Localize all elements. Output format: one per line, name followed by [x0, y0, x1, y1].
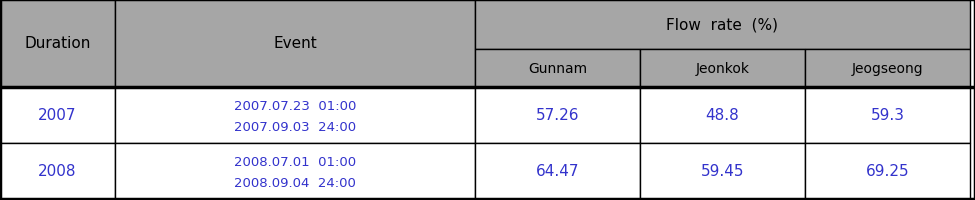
Text: Duration: Duration — [24, 36, 91, 51]
Bar — [475, 143, 640, 199]
Text: 2007: 2007 — [38, 108, 77, 123]
Text: 64.47: 64.47 — [535, 164, 579, 179]
Text: Jeogseong: Jeogseong — [852, 62, 923, 76]
Bar — [115, 88, 475, 143]
Bar — [0, 143, 115, 199]
Bar — [640, 50, 805, 88]
Bar — [805, 88, 970, 143]
Text: Gunnam: Gunnam — [527, 62, 587, 76]
Bar — [475, 50, 640, 88]
Bar — [475, 0, 970, 50]
Text: 2007.09.03  24:00: 2007.09.03 24:00 — [234, 120, 356, 133]
Text: 2008: 2008 — [38, 164, 77, 179]
Text: Jeonkok: Jeonkok — [695, 62, 750, 76]
Text: 2008.07.01  01:00: 2008.07.01 01:00 — [234, 155, 356, 168]
Text: 48.8: 48.8 — [706, 108, 739, 123]
Text: 2007.07.23  01:00: 2007.07.23 01:00 — [234, 99, 356, 112]
Text: 69.25: 69.25 — [866, 164, 910, 179]
Text: 59.45: 59.45 — [701, 164, 744, 179]
Text: Event: Event — [273, 36, 317, 51]
Text: Flow  rate  (%): Flow rate (%) — [667, 17, 778, 32]
Bar — [805, 50, 970, 88]
Bar — [115, 0, 475, 88]
Bar — [115, 143, 475, 199]
Text: 59.3: 59.3 — [871, 108, 905, 123]
Text: 2008.09.04  24:00: 2008.09.04 24:00 — [234, 176, 356, 189]
Bar — [805, 143, 970, 199]
Text: 57.26: 57.26 — [535, 108, 579, 123]
Bar — [0, 0, 115, 88]
Bar — [0, 88, 115, 143]
Bar — [640, 88, 805, 143]
Bar — [640, 143, 805, 199]
Bar — [475, 88, 640, 143]
